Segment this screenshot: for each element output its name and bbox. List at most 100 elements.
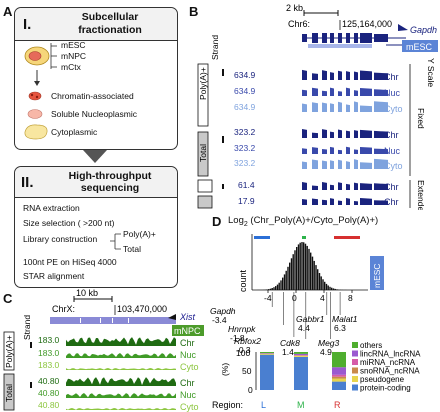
histogram-bar: [273, 287, 275, 290]
panel-b-strand-label: Strand: [210, 35, 220, 60]
fractionation-title-line1: Subcellular: [81, 11, 139, 23]
region-m-dot: [302, 236, 306, 239]
step-library-construction: Library construction: [23, 234, 98, 244]
step-two-numeral: II.: [21, 174, 34, 191]
panel-c-coord: 103,470,000: [117, 304, 167, 314]
stacked-bar-segment: [332, 378, 346, 382]
stacked-bar-segment: [294, 356, 308, 390]
b-track-1-fraction: Chr: [384, 72, 399, 82]
histogram-bar: [315, 265, 317, 290]
histogram-tick-label: 8: [348, 293, 353, 303]
tissue-mctx: mCtx: [61, 62, 81, 72]
big-down-arrow-icon: [83, 150, 107, 163]
histogram-bar: [310, 252, 312, 290]
b-track-3-value: 634.9: [234, 102, 256, 112]
b-track-3-fraction: Cyto: [384, 104, 403, 114]
stack-legend: otherslincRNA_lncRNAmiRNA_ncRNAsnoRNA_nc…: [352, 341, 421, 393]
c-track-2-value: 183.0: [38, 348, 60, 358]
histogram-bar: [329, 286, 331, 290]
b-coverage-track: [298, 129, 388, 138]
region-r-bar: [334, 236, 360, 239]
legend-swatch: [352, 342, 358, 348]
stacked-bar-segment: [294, 353, 308, 355]
b-track-7-fraction: Chr: [384, 182, 399, 192]
histogram-bar: [313, 260, 315, 290]
gene-annotation-value: -1.8: [230, 333, 245, 343]
fractionation-title-line2: fractionation: [78, 24, 142, 36]
fraction-cytoplasmic: Cytoplasmic: [51, 127, 98, 137]
panel-b-chrom: Chr6:: [288, 19, 310, 29]
b-coverage-track: [298, 87, 388, 96]
step-one-numeral: I.: [23, 16, 32, 33]
gene-annotation-name: Meg3: [318, 338, 340, 348]
fractionation-box: I. Subcellular fractionation mESC mNPC m…: [14, 7, 178, 150]
panel-d-title: Log2 (Chr_Poly(A)+/Cyto_Poly(A)+): [228, 215, 378, 228]
region-l-label: L: [261, 400, 266, 410]
cell-illustrations: [24, 43, 57, 140]
b-track-4-value: 323.2: [234, 127, 256, 137]
tissue-mnpc: mNPC: [61, 51, 87, 61]
gene-annotation-name: Gabbr1: [296, 314, 325, 324]
gene-annotation-value: 4.4: [298, 323, 310, 333]
stacked-bar-segment: [294, 355, 308, 357]
panel-b-coverage-tracks: [298, 69, 388, 205]
panel-c-gene-name: Xist: [179, 312, 196, 322]
c-track-1-fraction: Chr: [180, 338, 195, 348]
panel-c-chrom: ChrX:: [52, 304, 75, 314]
panel-d-title-rest: (Chr_Poly(A)+/Cyto_Poly(A)+): [247, 215, 379, 226]
histogram-bars: [257, 242, 347, 290]
b-track-8-fraction: Chr: [384, 197, 399, 207]
b-coverage-track: [298, 146, 388, 154]
histogram-ticks: -4 0 4 8: [264, 290, 353, 303]
panel-b-cell-label: mESC: [406, 42, 433, 52]
histogram-bar: [289, 262, 291, 290]
b-coverage-track: [298, 101, 388, 112]
c-track-4-value: 40.80: [38, 376, 60, 386]
histogram-bar: [294, 250, 296, 290]
histogram-bar: [318, 273, 321, 290]
legend-swatch: [352, 376, 358, 382]
histogram-bar: [332, 288, 335, 290]
histogram-bar: [269, 288, 272, 290]
c-coverage-track: [66, 393, 176, 398]
step-sequencing-platform: 100nt PE on HiSeq 4000: [23, 257, 117, 267]
c-track-2-fraction: Nuc: [180, 350, 197, 360]
b-track-4-fraction: Chr: [384, 130, 399, 140]
library-total: Total: [123, 244, 141, 254]
gene-annotation-value: 4.9: [320, 347, 332, 357]
c-track-6-fraction: Cyto: [180, 402, 199, 412]
histogram-bar: [336, 289, 338, 290]
b-coverage-track: [298, 198, 388, 205]
histogram-bar: [276, 284, 279, 290]
histogram-bar: [325, 283, 328, 290]
fraction-nucleoplasmic: Soluble Nucleoplasmic: [51, 109, 137, 119]
histogram-bar: [282, 277, 284, 290]
panel-c-group-polya: Poly(A)+: [4, 335, 14, 368]
stacked-bar-segment: [332, 381, 346, 390]
gene-annotation-value: -3.4: [212, 315, 227, 325]
b-track-6-value: 323.2: [234, 158, 256, 168]
legend-label: miRNA_ncRNA: [360, 358, 416, 367]
c-track-4-fraction: Chr: [180, 378, 195, 388]
histogram-bar: [266, 289, 268, 290]
legend-swatch: [352, 367, 358, 374]
legend-label: pseudogene: [360, 375, 405, 384]
bar-ytick-50: 50: [242, 366, 252, 376]
histogram-bar: [275, 286, 277, 290]
gene-annotation-value: 1.4: [282, 347, 294, 357]
gene-annotation-value: 6.3: [334, 323, 346, 333]
panel-c-cell-label: mNPC: [174, 326, 201, 336]
region-label: Region:: [212, 400, 243, 410]
panel-a-letter: A: [3, 4, 13, 19]
nucleoplasm-icon: [27, 109, 43, 119]
histogram-bar: [304, 243, 307, 290]
sequencing-title-line1: High-throughput: [68, 170, 152, 182]
histogram-bar: [297, 244, 300, 290]
b-track-2-value: 634.9: [234, 86, 256, 96]
panel-d-title-log: Log: [228, 215, 244, 226]
stacked-bar-segment: [260, 354, 274, 390]
b-track-5-fraction: Nuc: [384, 146, 401, 156]
legend-label: snoRNA_ncRNA: [360, 367, 420, 376]
sequencing-title-line2: sequencing: [80, 182, 140, 194]
gene-annotation-name: Rbfox2: [234, 336, 261, 346]
